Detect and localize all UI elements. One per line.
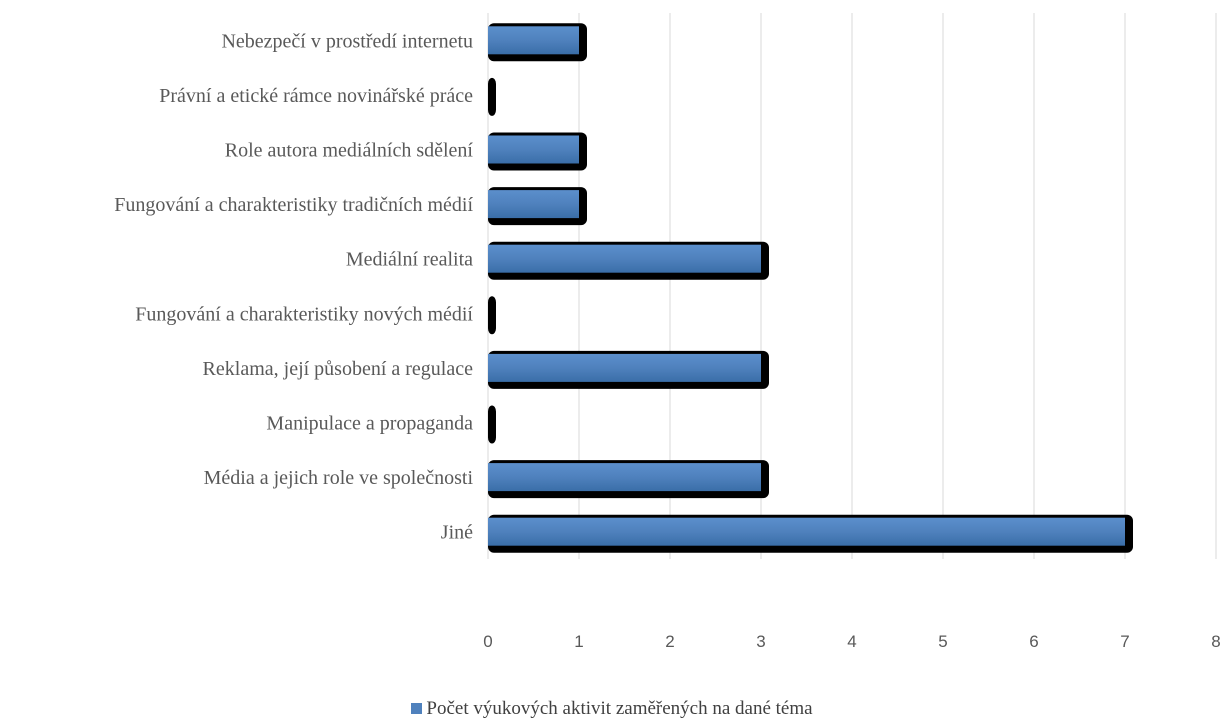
category-label: Manipulace a propaganda <box>266 413 473 435</box>
legend: Počet výukových aktivit zaměřených na da… <box>0 698 1224 720</box>
x-tick-label: 3 <box>756 632 765 651</box>
x-tick-label: 5 <box>938 632 947 651</box>
bar <box>488 517 1125 546</box>
bar-shadow <box>488 296 496 335</box>
category-label: Mediální realita <box>346 249 473 271</box>
category-label: Fungování a charakteristiky tradičních m… <box>114 194 473 216</box>
category-label: Jiné <box>441 522 473 544</box>
category-label: Role autora mediálních sdělení <box>225 140 474 162</box>
category-label: Reklama, její působení a regulace <box>203 358 474 380</box>
category-label: Média a jejich role ve společnosti <box>204 467 474 489</box>
bar-chart: Nebezpečí v prostředí internetu Právní a … <box>114 13 1221 651</box>
grid-lines <box>487 13 1217 559</box>
category-label: Fungování a charakteristiky nových médií <box>135 303 473 325</box>
x-tick-label: 6 <box>1029 632 1038 651</box>
legend-swatch <box>411 703 423 714</box>
x-tick-labels: 0 1 2 3 4 5 6 7 8 <box>483 632 1220 651</box>
x-tick-label: 2 <box>665 632 674 651</box>
bar-shadow <box>488 405 496 444</box>
bars <box>488 23 1133 553</box>
x-tick-label: 8 <box>1211 632 1220 651</box>
x-tick-label: 7 <box>1120 632 1129 651</box>
bar <box>488 353 761 382</box>
bar-shadow <box>488 77 496 116</box>
bar <box>488 26 579 55</box>
bar <box>488 244 761 273</box>
legend-label: Počet výukových aktivit zaměřených na da… <box>426 698 813 719</box>
category-label: Právní a etické rámce novinářské práce <box>159 85 473 107</box>
bar <box>488 463 761 492</box>
bar <box>488 135 579 164</box>
category-labels: Nebezpečí v prostředí internetu Právní a … <box>114 30 473 543</box>
bar <box>488 190 579 219</box>
x-tick-label: 0 <box>483 632 492 651</box>
x-tick-label: 1 <box>574 632 583 651</box>
category-label: Nebezpečí v prostředí internetu <box>221 30 473 52</box>
x-tick-label: 4 <box>847 632 856 651</box>
